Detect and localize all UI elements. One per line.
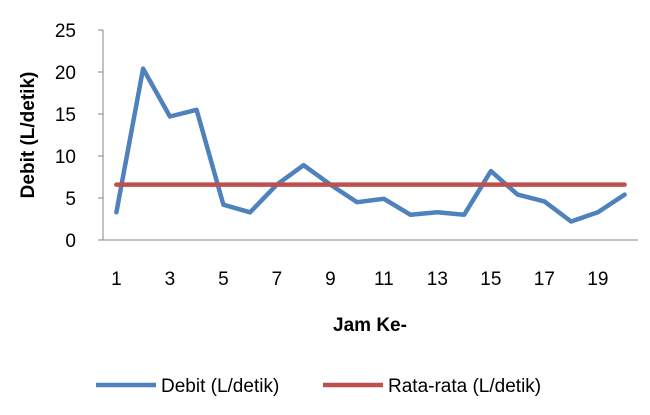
y-tick-label: 25 [55, 21, 76, 42]
x-tick-label: 1 [111, 269, 122, 290]
legend-item-1: Debit (L/detik) [96, 376, 279, 397]
x-tick-label: 5 [218, 269, 229, 290]
legend: Debit (L/detik) Rata-rata (L/detik) [96, 376, 541, 397]
y-tick-label: 0 [65, 231, 76, 252]
series-line-1 [114, 66, 627, 224]
y-tick-label: 15 [55, 105, 76, 126]
x-tick-label: 3 [165, 269, 176, 290]
x-tick-label: 9 [325, 269, 336, 290]
y-axis-title: Debit (L/detik) [18, 72, 39, 199]
x-tick-label: 7 [272, 269, 283, 290]
x-tick-labels: 1 3 5 7 9 11 13 15 17 19 [111, 269, 608, 290]
series-layer [114, 66, 627, 224]
y-tick-labels: 0 5 10 15 20 25 [55, 21, 103, 252]
legend-label: Rata-rata (L/detik) [388, 376, 541, 397]
x-tick-label: 19 [587, 269, 608, 290]
y-tick-label: 20 [55, 63, 76, 84]
x-tick-label: 17 [534, 269, 555, 290]
x-tick-label: 13 [427, 269, 448, 290]
x-axis-title: Jam Ke- [333, 315, 407, 336]
x-tick-label: 11 [374, 269, 394, 290]
y-tick-label: 10 [55, 147, 76, 168]
legend-item-2: Rata-rata (L/detik) [323, 376, 541, 397]
x-tick-label: 15 [480, 269, 501, 290]
y-tick-label: 5 [65, 189, 76, 210]
legend-label: Debit (L/detik) [161, 376, 279, 397]
